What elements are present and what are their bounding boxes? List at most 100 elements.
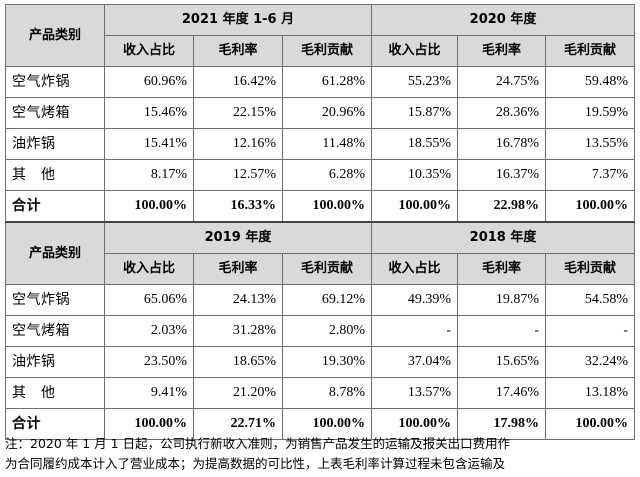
value-cell: 2.80% (282, 315, 372, 347)
table-row: 空气烤箱 15.46% 22.15% 20.96% 15.87% 28.36% 19.59% (5, 97, 636, 129)
table-row: 油炸锅 23.50% 18.65% 19.30% 37.04% 15.65% 32.24% (5, 346, 636, 378)
value-cell: 18.55% (371, 128, 458, 160)
category-header: 产品类别 (5, 4, 105, 67)
value-cell: 15.41% (104, 128, 194, 160)
total-value-cell: 100.00% (371, 190, 458, 223)
total-value-cell: 100.00% (544, 408, 636, 440)
value-cell: 19.59% (544, 97, 636, 129)
value-cell: 32.24% (544, 346, 636, 378)
category-cell: 空气炸锅 (5, 66, 105, 98)
metric-header: 毛利贡献 (282, 253, 372, 285)
value-cell: 22.15% (193, 97, 283, 129)
value-cell: 17.46% (457, 377, 546, 409)
value-cell: - (544, 315, 636, 347)
total-label: 合计 (5, 408, 105, 440)
metric-header: 毛利率 (457, 35, 546, 67)
value-cell: 13.18% (544, 377, 636, 409)
metric-header: 毛利率 (193, 253, 283, 285)
gross-margin-table: 产品类别 2021 年度 1-6 月 2020 年度 收入占比 毛利率 毛利贡献 收入占比毛… (5, 4, 636, 440)
metric-header-row: 收入占比 毛利率 毛利贡献 收入占比 毛利率 毛利贡献 (6, 35, 636, 67)
category-cell: 空气烤箱 (5, 315, 105, 347)
value-cell: 28.36% (457, 97, 546, 129)
table-row: 空气炸锅 65.06% 24.13% 69.12% 49.39% 19.87% 54.58% (5, 284, 636, 316)
value-cell: 60.96% (104, 66, 194, 98)
value-cell: 9.41% (104, 377, 194, 409)
metric-header-row: 收入占比 毛利率 毛利贡献 收入占比 毛利率 毛利贡献 (6, 253, 636, 285)
footnote-line-2: 为合同履约成本计入了营业成本；为提高数据的可比性，上表毛利率计算过程未包含运输及 (5, 456, 506, 471)
total-value-cell: 100.00% (104, 408, 194, 440)
value-cell: 13.57% (371, 377, 458, 409)
value-cell: 16.42% (193, 66, 283, 98)
period-header: 2021 年度 1-6 月 (104, 4, 372, 36)
category-cell: 空气炸锅 (5, 284, 105, 316)
metric-header: 收入占比 (104, 35, 194, 67)
value-cell: 37.04% (371, 346, 458, 378)
table-row: 其 他 8.17% 12.57% 6.28% 10.35% 16.37% 7.37% (5, 159, 636, 191)
total-row: 合计 100.00% 22.71% 100.00% 100.00% 17.98% 100.0… (5, 408, 636, 440)
value-cell: 20.96% (282, 97, 372, 129)
value-cell: - (371, 315, 458, 347)
period-header-row: 产品类别 2021 年度 1-6 月 2020 年度 (5, 4, 636, 67)
value-cell: 15.87% (371, 97, 458, 129)
total-value-cell: 16.33% (193, 190, 283, 223)
category-cell: 其 他 (5, 159, 105, 191)
category-header: 产品类别 (5, 221, 105, 285)
table-row: 空气烤箱 2.03% 31.28% 2.80% - - - (5, 315, 636, 347)
value-cell: 18.65% (193, 346, 283, 378)
value-cell: 24.13% (193, 284, 283, 316)
footnote: 注：2020 年 1 月 1 日起，公司执行新收入准则，为销售产品发生的运输及报… (5, 434, 634, 474)
value-cell: 54.58% (544, 284, 636, 316)
period-header-row: 产品类别 2019 年度 2018 年度 (5, 221, 636, 285)
period-header: 2019 年度 (104, 221, 372, 254)
period-header: 2018 年度 (370, 221, 636, 254)
value-cell: 6.28% (282, 159, 372, 191)
total-value-cell: 100.00% (282, 408, 372, 440)
value-cell: 12.16% (193, 128, 283, 160)
value-cell: 69.12% (282, 284, 372, 316)
table-row: 油炸锅 15.41% 12.16% 11.48% 18.55% 16.78% 13.55% (5, 128, 636, 160)
footnote-line-1: 注：2020 年 1 月 1 日起，公司执行新收入准则，为销售产品发生的运输及报… (5, 436, 511, 451)
total-value-cell: 100.00% (544, 190, 636, 223)
total-row: 合计 100.00% 16.33% 100.00% 100.00% 22.98% 100.0… (5, 190, 636, 223)
value-cell: 49.39% (371, 284, 458, 316)
value-cell: 55.23% (371, 66, 458, 98)
value-cell: 15.46% (104, 97, 194, 129)
value-cell: 19.87% (457, 284, 546, 316)
value-cell: 11.48% (282, 128, 372, 160)
metric-header: 收入占比 (371, 253, 458, 285)
value-cell: 61.28% (282, 66, 372, 98)
value-cell: 21.20% (193, 377, 283, 409)
total-value-cell: 22.71% (193, 408, 283, 440)
metric-header: 毛利贡献 (282, 35, 372, 67)
total-value-cell: 100.00% (282, 190, 372, 223)
table-row: 空气炸锅 60.96% 16.42% 61.28% 55.23% 24.75% 59.48% (5, 66, 636, 98)
value-cell: 8.17% (104, 159, 194, 191)
metric-header: 毛利率 (457, 253, 546, 285)
value-cell: 10.35% (371, 159, 458, 191)
total-value-cell: 22.98% (457, 190, 546, 223)
metric-header: 毛利率 (193, 35, 283, 67)
value-cell: 2.03% (104, 315, 194, 347)
value-cell: - (457, 315, 546, 347)
value-cell: 8.78% (282, 377, 372, 409)
period-header: 2020 年度 (370, 4, 636, 36)
value-cell: 12.57% (193, 159, 283, 191)
total-value-cell: 100.00% (104, 190, 194, 223)
value-cell: 13.55% (544, 128, 636, 160)
value-cell: 7.37% (544, 159, 636, 191)
metric-header: 毛利贡献 (544, 35, 636, 67)
value-cell: 16.78% (457, 128, 546, 160)
total-label: 合计 (5, 190, 105, 223)
category-cell: 其 他 (5, 377, 105, 409)
table-row: 其 他 9.41% 21.20% 8.78% 13.57% 17.46% 13.18% (5, 377, 636, 409)
value-cell: 23.50% (104, 346, 194, 378)
metric-header: 收入占比 (371, 35, 458, 67)
value-cell: 59.48% (544, 66, 636, 98)
metric-header: 收入占比 (104, 253, 194, 285)
value-cell: 15.65% (457, 346, 546, 378)
value-cell: 16.37% (457, 159, 546, 191)
value-cell: 19.30% (282, 346, 372, 378)
value-cell: 31.28% (193, 315, 283, 347)
value-cell: 65.06% (104, 284, 194, 316)
category-cell: 空气烤箱 (5, 97, 105, 129)
